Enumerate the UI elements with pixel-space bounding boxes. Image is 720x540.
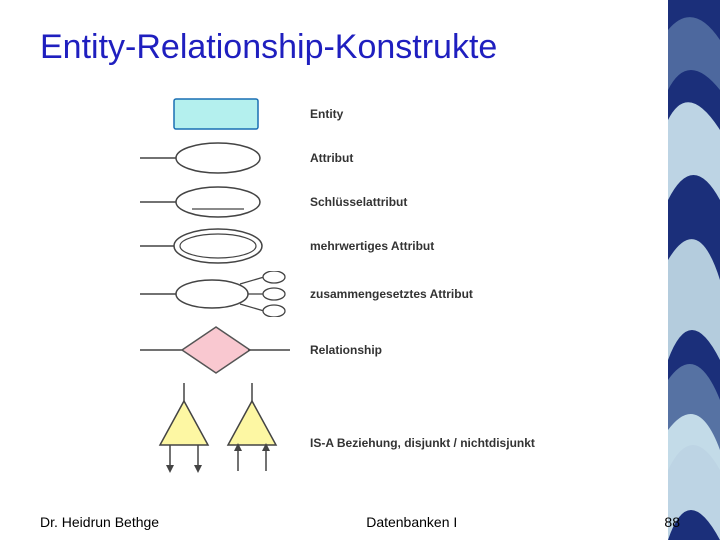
decorative-wave [668, 0, 720, 540]
symbol-attribute [140, 139, 300, 177]
label-composite-attribute: zusammengesetztes Attribut [310, 287, 473, 301]
label-entity: Entity [310, 107, 343, 121]
footer: Dr. Heidrun Bethge Datenbanken I 88 [0, 514, 720, 530]
course-text: Datenbanken I [366, 514, 457, 530]
slide: Entity-Relationship-Konstrukte Entity At… [0, 0, 720, 540]
page-number: 88 [664, 514, 680, 530]
row-isa: IS-A Beziehung, disjunkt / nichtdisjunkt [140, 383, 570, 479]
row-attribute: Attribut [140, 139, 570, 177]
label-key-attribute: Schlüsselattribut [310, 195, 407, 209]
symbol-multivalued-attribute [140, 227, 300, 265]
symbol-composite-attribute [140, 271, 300, 317]
row-key-attribute: Schlüsselattribut [140, 183, 570, 221]
symbol-entity [140, 95, 300, 133]
row-relationship: Relationship [140, 323, 570, 377]
row-composite-attribute: zusammengesetztes Attribut [140, 271, 570, 317]
er-diagram: Entity Attribut Schlüsselattribut [140, 95, 570, 485]
label-multivalued-attribute: mehrwertiges Attribut [310, 239, 434, 253]
page-title: Entity-Relationship-Konstrukte [40, 28, 497, 67]
symbol-key-attribute [140, 183, 300, 221]
row-multivalued-attribute: mehrwertiges Attribut [140, 227, 570, 265]
label-isa: IS-A Beziehung, disjunkt / nichtdisjunkt [310, 436, 535, 450]
author-text: Dr. Heidrun Bethge [40, 514, 159, 530]
label-relationship: Relationship [310, 343, 382, 357]
label-attribute: Attribut [310, 151, 353, 165]
symbol-relationship [140, 323, 300, 377]
symbol-isa [140, 383, 300, 479]
row-entity: Entity [140, 95, 570, 133]
